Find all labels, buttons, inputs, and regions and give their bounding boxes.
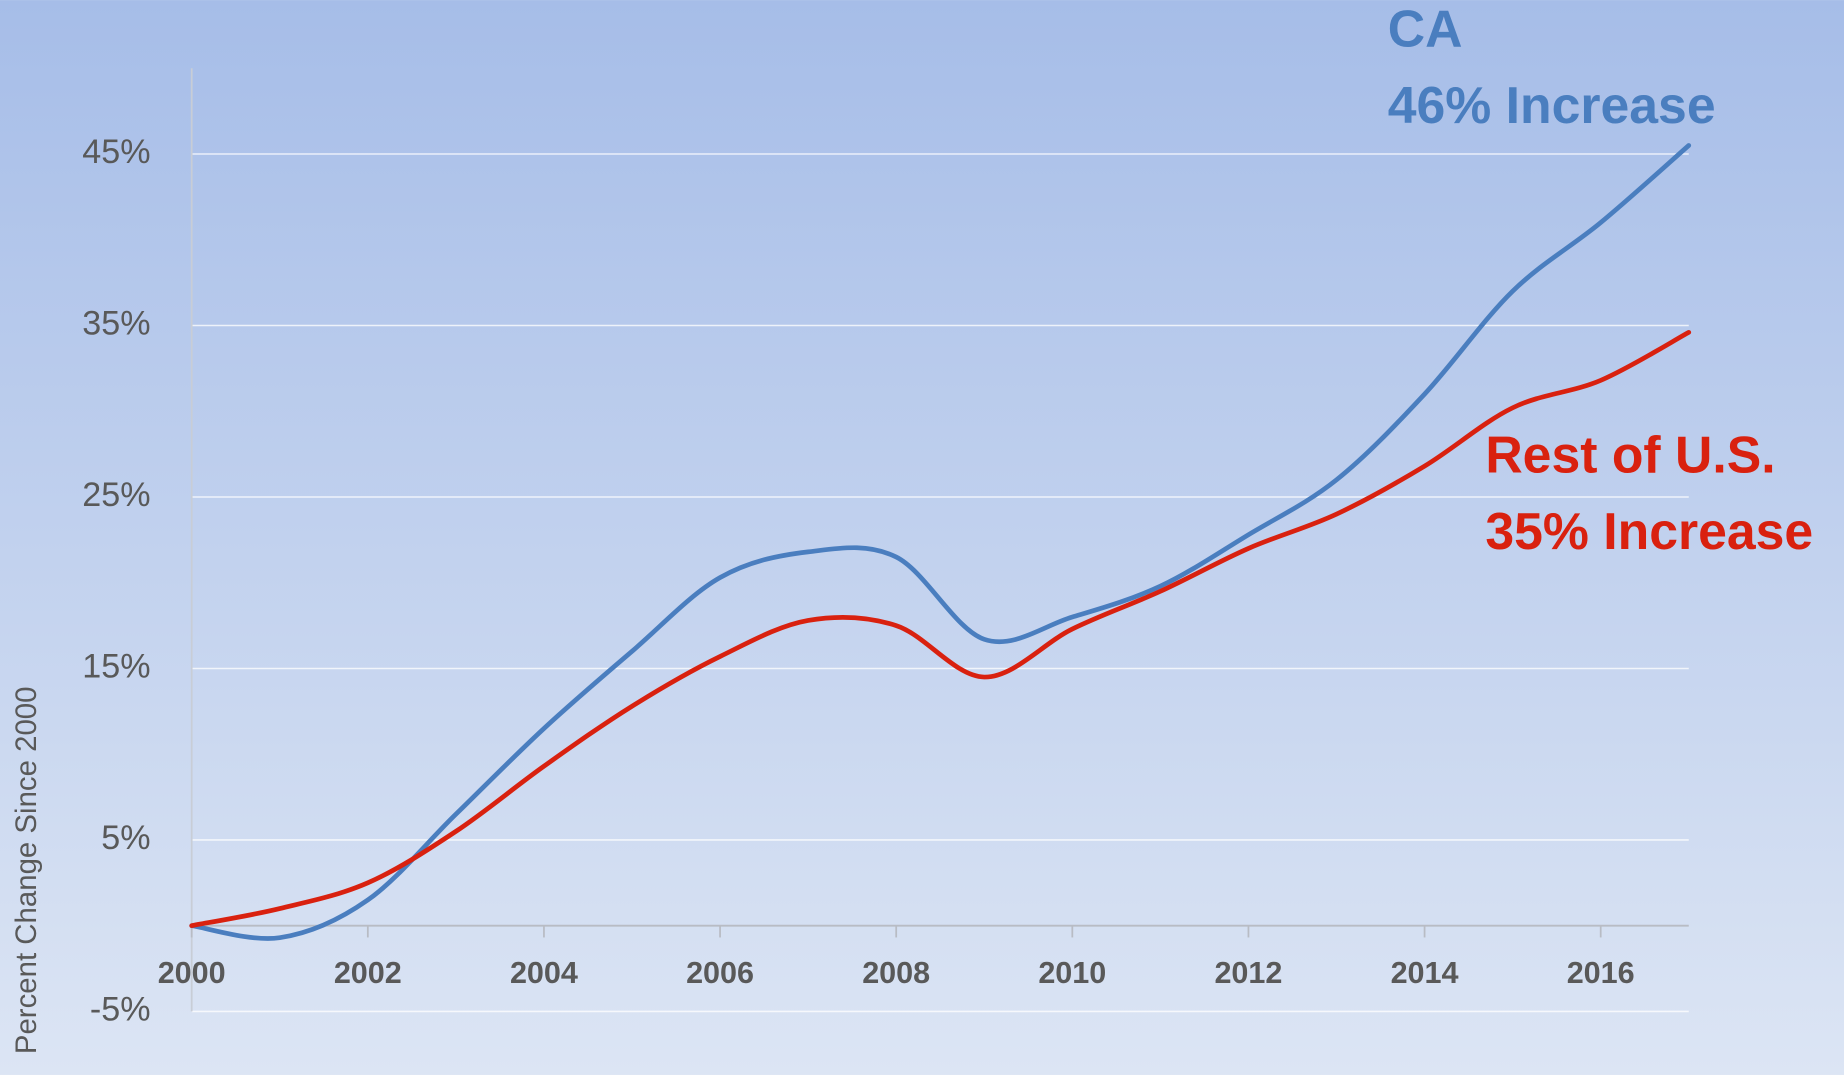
y-tick-label: 15% [82,647,150,685]
y-tick-label: 5% [101,819,150,857]
y-axis-label: Percent Change Since 2000 [10,686,43,1054]
y-tick-label: -5% [90,990,151,1028]
y-tick-label: 25% [82,476,150,514]
line-series [189,330,1692,929]
annotation: 35% Increase [1485,502,1813,560]
x-tick-label: 2008 [862,956,930,990]
y-tick-label: 35% [82,305,150,343]
x-tick-label: 2004 [510,956,578,990]
x-tick-label: 2006 [686,956,754,990]
annotation: 46% Increase [1388,76,1716,134]
annotation: CA [1388,0,1463,58]
annotation: Rest of U.S. [1485,425,1775,483]
x-tick-label: 2012 [1214,956,1282,990]
x-tick-label: 2016 [1567,956,1635,990]
y-tick-label: 45% [82,133,150,171]
x-tick-label: 2014 [1391,956,1459,990]
x-tick-label: 2000 [158,956,226,990]
x-tick-label: 2002 [334,956,402,990]
x-tick-label: 2010 [1038,956,1106,990]
line-series [189,143,1692,941]
